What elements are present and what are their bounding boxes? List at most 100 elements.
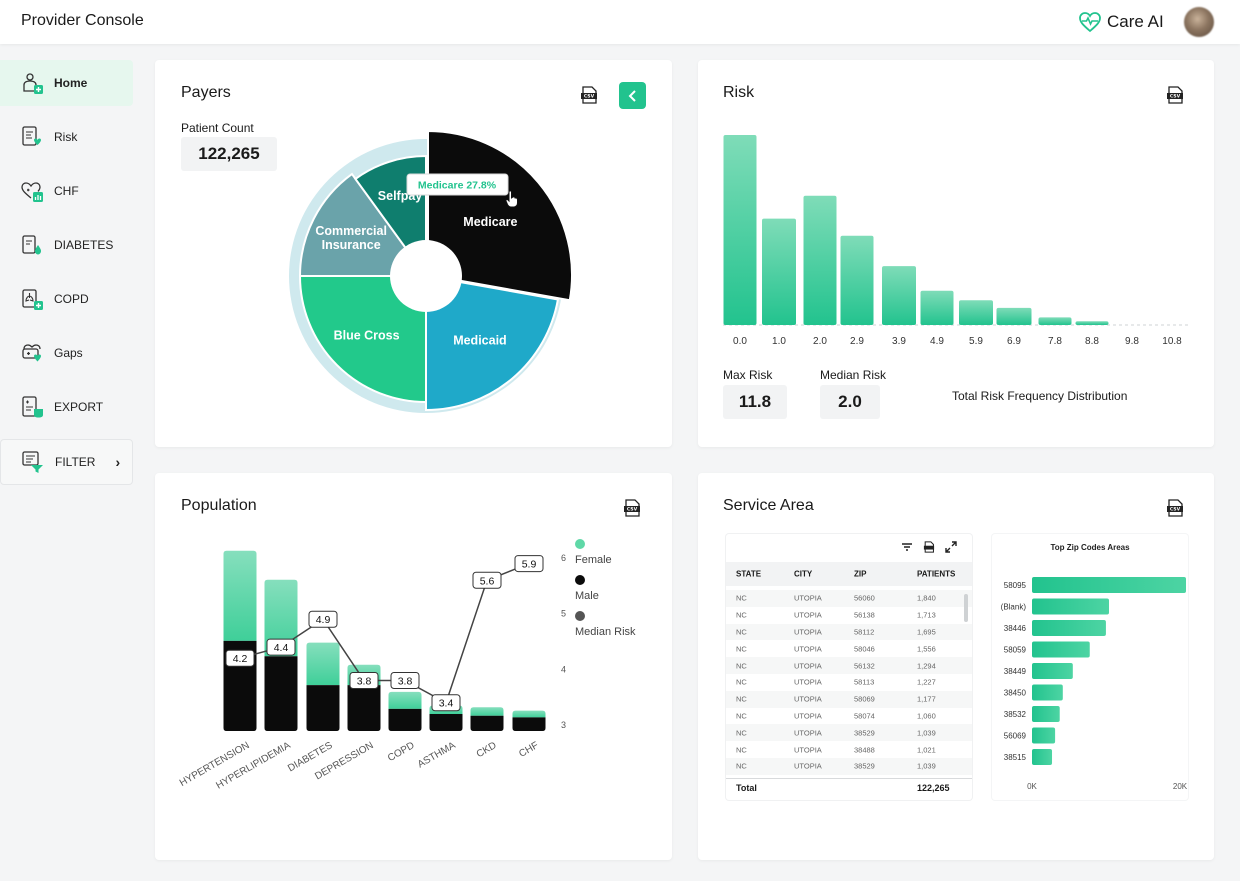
sidebar-item-copd[interactable]: COPD: [0, 276, 133, 322]
zip-bar[interactable]: [1032, 684, 1063, 701]
filter-button[interactable]: FILTER ›: [0, 439, 133, 485]
table-row[interactable]: NC UTOPIA 58112 1,695: [726, 623, 972, 641]
risk-tick-label: 2.0: [813, 336, 827, 347]
svg-text:4.2: 4.2: [233, 653, 248, 665]
sidebar-item-diabetes[interactable]: DIABETES: [0, 222, 133, 268]
column-header-patients[interactable]: PATIENTS: [917, 569, 956, 579]
risk-bar-5[interactable]: [920, 290, 954, 325]
brand-logo[interactable]: Care AI: [1078, 10, 1164, 34]
sidebar-item-home[interactable]: Home: [0, 60, 133, 106]
column-header-state[interactable]: STATE: [736, 569, 762, 579]
legend-label[interactable]: Male: [575, 590, 599, 602]
male-bar-depression[interactable]: [347, 685, 381, 731]
legend-swatch: [575, 611, 585, 621]
risk-bar-4[interactable]: [882, 266, 916, 325]
sidebar-item-chf[interactable]: CHF: [0, 168, 133, 214]
pie-label-blue-cross: Blue Cross: [334, 328, 400, 342]
legend-swatch: [575, 575, 585, 585]
table-row[interactable]: NC UTOPIA 58046 1,556: [736, 644, 936, 654]
pie-slice-medicare[interactable]: [427, 129, 573, 302]
sidebar-item-gaps[interactable]: Gaps: [0, 330, 133, 376]
population-chart: HYPERTENSIONHYPERLIPIDEMIADIABETESDEPRES…: [178, 539, 636, 792]
total-value: 122,265: [917, 782, 950, 793]
risk-bar-0[interactable]: [723, 135, 757, 325]
pie-slice-commercial-insurance[interactable]: [298, 172, 428, 277]
csv-download-icon[interactable]: CSV: [1164, 84, 1186, 106]
filter-icon: [22, 451, 43, 473]
table-row[interactable]: NC UTOPIA 38488 1,021: [736, 745, 936, 755]
svg-text:4.9: 4.9: [316, 614, 331, 626]
table-row[interactable]: NC UTOPIA 58069 1,177: [726, 690, 972, 708]
table-row[interactable]: NC UTOPIA 38529 1,039: [726, 757, 972, 775]
table-scrollbar[interactable]: [964, 594, 968, 622]
zip-bar[interactable]: [1032, 641, 1090, 658]
csv-download-icon[interactable]: CSV: [1164, 497, 1186, 519]
csv-download-icon[interactable]: CSV: [621, 497, 643, 519]
female-bar-diabetes[interactable]: [306, 642, 340, 686]
female-bar-ckd[interactable]: [470, 707, 504, 716]
median-risk-label: 3.4: [431, 694, 461, 712]
heart-chart-icon: [21, 182, 43, 202]
zip-bar[interactable]: [1032, 663, 1073, 679]
pie-slice-medicaid[interactable]: [425, 274, 560, 412]
risk-tick-label: 3.9: [892, 336, 906, 347]
collapse-button[interactable]: [619, 82, 646, 109]
total-label: Total: [736, 782, 757, 793]
male-bar-hyperlipidemia[interactable]: [264, 656, 298, 731]
table-row[interactable]: NC UTOPIA 56138 1,713: [736, 610, 936, 620]
legend-label[interactable]: Female: [575, 554, 612, 566]
payers-pie-chart: Medicare Medicaid Blue Cross CommercialInsu…: [289, 129, 573, 413]
median-risk-axis-tick: 5: [561, 609, 566, 619]
median-risk-label: 4.9: [308, 610, 338, 628]
column-header-zip[interactable]: ZIP: [854, 569, 867, 579]
sidebar-item-export[interactable]: EXPORT: [0, 384, 133, 430]
table-row[interactable]: NC UTOPIA 58074 1,060: [736, 711, 936, 721]
sidebar-item-risk[interactable]: Risk: [0, 114, 133, 160]
male-bar-copd[interactable]: [388, 708, 422, 731]
risk-bar-3[interactable]: [840, 235, 874, 325]
table-row[interactable]: NC UTOPIA 56060 1,840: [726, 590, 972, 607]
risk-bar-2[interactable]: [803, 195, 837, 325]
male-bar-asthma[interactable]: [429, 714, 463, 731]
male-bar-chf[interactable]: [512, 717, 546, 731]
svg-text:Medicare 27.8%: Medicare 27.8%: [418, 180, 497, 192]
risk-title: Risk: [723, 84, 755, 101]
zip-bar[interactable]: [1032, 706, 1060, 722]
pie-slice-blue-cross[interactable]: [298, 275, 427, 404]
column-header-city[interactable]: CITY: [794, 569, 813, 579]
legend-label[interactable]: Median Risk: [575, 626, 636, 638]
csv-download-icon[interactable]: [922, 540, 936, 554]
zip-bar[interactable]: [1032, 727, 1056, 744]
zip-bar[interactable]: [1032, 749, 1053, 765]
table-row[interactable]: NC UTOPIA 56132 1,294: [726, 657, 972, 674]
male-bar-ckd[interactable]: [470, 715, 504, 731]
zip-category-label: 38450: [1004, 689, 1027, 698]
female-bar-hypertension[interactable]: [223, 550, 257, 641]
zip-bar[interactable]: [1032, 620, 1106, 636]
female-bar-chf[interactable]: [512, 710, 546, 718]
zip-category-label: 38446: [1004, 624, 1027, 633]
expand-icon[interactable]: [944, 540, 958, 554]
male-bar-diabetes[interactable]: [306, 685, 340, 731]
table-row[interactable]: NC UTOPIA 38529 1,039: [726, 724, 972, 742]
table-row[interactable]: NC UTOPIA 58113 1,227: [736, 677, 936, 687]
csv-download-icon[interactable]: CSV: [578, 84, 600, 106]
avatar[interactable]: [1184, 7, 1214, 37]
table-body: NC UTOPIA 56060 1,840 NC UTOPIA 56138 1,713 NC…: [726, 590, 972, 775]
female-bar-copd[interactable]: [388, 691, 422, 709]
svg-text:CSV: CSV: [1170, 507, 1181, 513]
zip-bar[interactable]: [1032, 577, 1186, 593]
zip-bar[interactable]: [1032, 598, 1109, 615]
filter-lines-icon[interactable]: [900, 540, 914, 554]
top-bar: Provider Console Care AI: [0, 0, 1240, 44]
risk-bar-8[interactable]: [1038, 317, 1072, 325]
risk-bar-6[interactable]: [959, 300, 993, 325]
sidebar-item-label: Home: [54, 76, 88, 90]
doctor-icon: [23, 73, 43, 94]
risk-bar-7[interactable]: [996, 307, 1032, 325]
risk-bar-1[interactable]: [762, 218, 796, 325]
hand-cursor-icon: [505, 190, 518, 208]
sidebar-item-label: EXPORT: [54, 400, 104, 414]
risk-bar-9[interactable]: [1075, 321, 1109, 325]
female-bar-hyperlipidemia[interactable]: [264, 579, 298, 657]
